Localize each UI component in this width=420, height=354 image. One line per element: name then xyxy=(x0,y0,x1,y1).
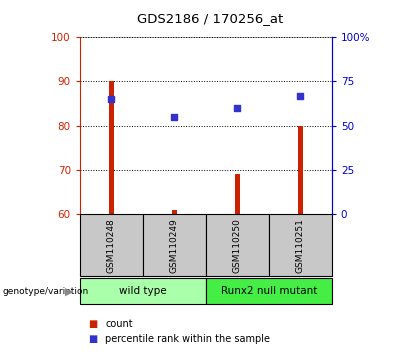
Bar xyxy=(298,126,303,214)
Point xyxy=(171,114,178,120)
Text: GSM110248: GSM110248 xyxy=(107,218,116,273)
Text: ■: ■ xyxy=(88,334,97,344)
Point xyxy=(297,93,304,98)
Bar xyxy=(235,174,240,214)
Bar xyxy=(80,214,143,276)
Text: GSM110251: GSM110251 xyxy=(296,218,305,273)
Text: count: count xyxy=(105,319,133,329)
Point xyxy=(108,96,115,102)
Text: GSM110249: GSM110249 xyxy=(170,218,179,273)
Bar xyxy=(172,210,177,214)
Bar xyxy=(109,81,114,214)
Text: genotype/variation: genotype/variation xyxy=(2,287,88,296)
Bar xyxy=(206,214,269,276)
Text: Runx2 null mutant: Runx2 null mutant xyxy=(220,286,317,296)
Bar xyxy=(80,278,206,304)
Bar xyxy=(269,214,332,276)
Text: percentile rank within the sample: percentile rank within the sample xyxy=(105,334,270,344)
Text: GDS2186 / 170256_at: GDS2186 / 170256_at xyxy=(137,12,283,25)
Text: ▶: ▶ xyxy=(65,286,73,296)
Text: wild type: wild type xyxy=(119,286,167,296)
Text: GSM110250: GSM110250 xyxy=(233,218,242,273)
Point xyxy=(234,105,241,111)
Bar xyxy=(206,278,332,304)
Bar xyxy=(143,214,206,276)
Text: ■: ■ xyxy=(88,319,97,329)
